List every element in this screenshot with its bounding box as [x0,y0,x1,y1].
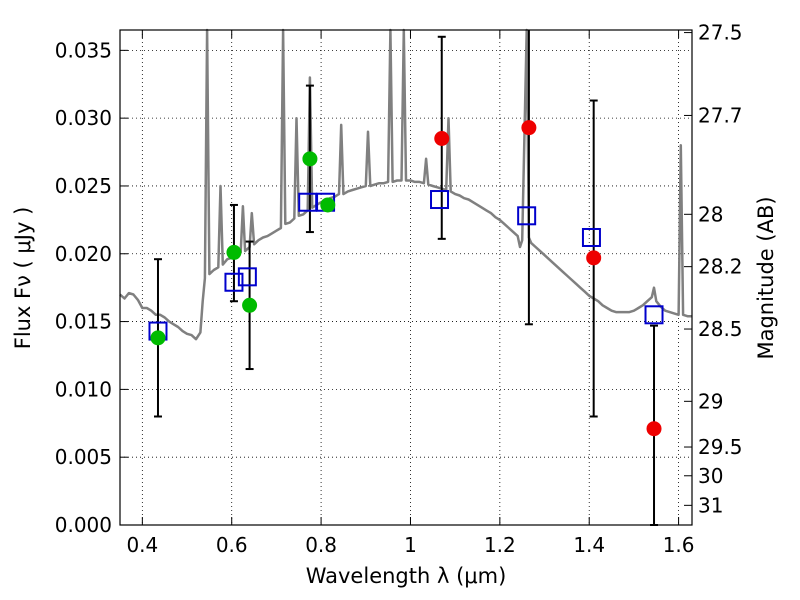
y-tick-label: 0.015 [55,310,112,334]
right-tick-label: 28.5 [698,317,743,341]
model-box-marker [517,206,537,226]
red-data-point [646,421,662,437]
red-data-point [434,130,450,146]
model-box-marker [644,305,664,325]
y-tick-label: 0.035 [55,38,112,62]
model-box-marker [430,190,450,210]
right-tick-label: 31 [698,493,723,517]
red-photometry-points [434,120,662,437]
y-tick-label: 0.025 [55,174,112,198]
error-bar [524,30,533,326]
right-tick-label: 29 [698,389,723,413]
right-tick-label: 27.5 [698,21,743,45]
y-tick-label: 0.030 [55,106,112,130]
model-box-marker [581,227,601,247]
y-tick-label: 0.020 [55,242,112,266]
green-data-point [150,330,166,346]
model-box-marker [237,267,257,287]
x-tick-label: 0.8 [305,533,337,557]
right-axis-title: Magnitude (AB) [754,196,778,359]
y-tick-label: 0.010 [55,377,112,401]
x-tick-label: 1.2 [484,533,516,557]
model-box-marker [224,272,244,292]
right-tick-label: 29.5 [698,435,743,459]
y-axis-ticks: 0.000 0.005 0.010 0.015 0.020 0.025 0.030 0.035 [55,38,128,537]
green-data-point [320,197,336,213]
y-tick-label: 0.000 [55,513,112,537]
right-tick-label: 28 [698,202,723,226]
green-data-point [242,297,258,313]
y-axis-title: Flux Fν ( μJy ) [11,207,35,350]
x-tick-label: 1.4 [573,533,605,557]
green-data-point [226,244,242,260]
plot-frame [119,29,693,526]
x-tick-label: 0.6 [216,533,248,557]
green-data-point [302,151,318,167]
x-tick-label: 1 [404,533,417,557]
right-tick-label: 27.7 [698,103,743,127]
red-data-point [586,250,602,266]
right-axis-ticks: 27.5 27.7 28 28.2 28.5 29 29.5 30 31 [684,21,743,517]
y-tick-label: 0.005 [55,445,112,469]
x-tick-label: 1.6 [663,533,695,557]
x-axis-title: Wavelength λ (μm) [306,564,507,588]
x-tick-label: 0.4 [126,533,158,557]
right-tick-label: 30 [698,464,723,488]
red-data-point [521,120,537,136]
x-axis-ticks: 0.4 0.6 0.8 1 1.2 1.4 1.6 [126,30,695,557]
green-photometry-points [150,151,336,346]
right-tick-label: 28.2 [698,255,743,279]
model-spectrum-line [119,28,692,341]
